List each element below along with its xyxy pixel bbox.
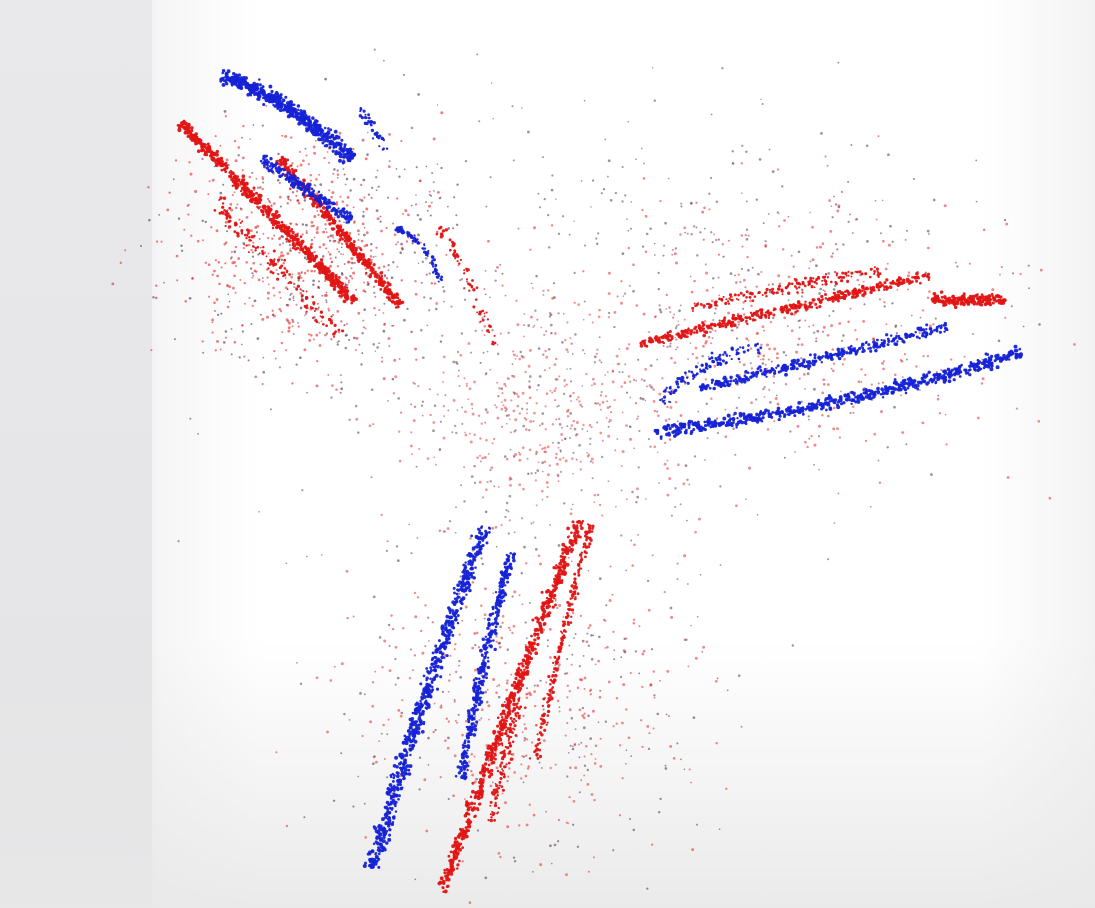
scattered-dots [111, 48, 1076, 904]
blue-streaks [219, 68, 1023, 869]
red-streaks [176, 119, 1007, 894]
bottom-shading [0, 640, 1095, 908]
